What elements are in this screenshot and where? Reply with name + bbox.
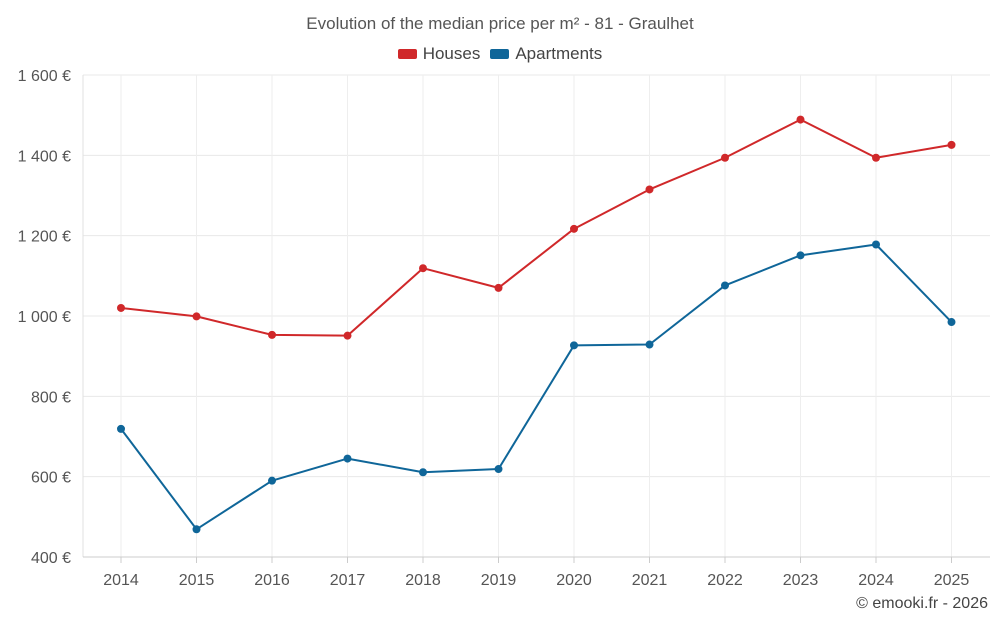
data-point-houses[interactable]	[721, 153, 729, 162]
data-point-apartments[interactable]	[645, 340, 654, 349]
x-tick-label: 2025	[934, 572, 970, 589]
legend-swatch-houses	[397, 49, 417, 59]
data-point-apartments[interactable]	[872, 240, 880, 249]
data-point-houses[interactable]	[343, 331, 352, 340]
data-point-apartments[interactable]	[494, 465, 503, 474]
data-point-apartments[interactable]	[117, 424, 125, 433]
x-tick-label: 2021	[632, 572, 668, 589]
data-point-apartments[interactable]	[570, 341, 578, 350]
data-point-houses[interactable]	[268, 330, 276, 339]
data-point-houses[interactable]	[419, 264, 427, 273]
y-tick-label: 400 €	[31, 550, 71, 567]
legend-item-houses[interactable]: Houses	[397, 44, 481, 64]
legend-label-houses: Houses	[422, 44, 481, 63]
data-point-houses[interactable]	[494, 283, 503, 292]
axes: 400 € 600 € 800 € 1 000 € 1 200 € 1 400 € 1 60…	[18, 68, 990, 589]
data-point-apartments[interactable]	[796, 251, 805, 260]
data-point-apartments[interactable]	[343, 454, 352, 463]
series-line-houses	[120, 118, 952, 337]
data-point-houses[interactable]	[872, 153, 880, 162]
y-tick-label: 1 200 €	[18, 229, 71, 246]
grid	[83, 74, 990, 557]
data-point-apartments[interactable]	[192, 525, 201, 534]
x-tick-label: 2017	[330, 572, 366, 589]
data-point-houses[interactable]	[645, 185, 654, 194]
data-point-houses[interactable]	[570, 224, 578, 233]
x-tick-label: 2018	[405, 572, 441, 589]
y-tick-label: 800 €	[31, 389, 71, 406]
x-tick-label: 2015	[179, 572, 215, 589]
data-point-apartments[interactable]	[268, 476, 276, 485]
data-point-houses[interactable]	[796, 115, 805, 124]
x-tick-label: 2022	[707, 572, 743, 589]
copyright-watermark: © emooki.fr - 2026	[856, 595, 988, 612]
legend: Houses Apartments	[0, 44, 1000, 64]
y-tick-label: 600 €	[31, 470, 71, 487]
legend-item-apartments[interactable]: Apartments	[490, 44, 602, 64]
data-point-apartments[interactable]	[721, 281, 729, 290]
data-point-apartments[interactable]	[419, 468, 427, 477]
legend-label-apartments: Apartments	[515, 44, 603, 63]
x-tick-label: 2019	[481, 572, 517, 589]
data-point-houses[interactable]	[947, 140, 956, 149]
legend-swatch-apartments	[490, 49, 510, 59]
data-point-houses[interactable]	[192, 312, 201, 321]
chart-title: Evolution of the median price per m² - 8…	[306, 14, 694, 33]
y-tick-label: 1 600 €	[18, 68, 71, 85]
data-point-apartments[interactable]	[947, 318, 956, 327]
x-tick-label: 2023	[783, 572, 819, 589]
series-line-apartments	[120, 243, 953, 531]
series-lines	[117, 115, 956, 534]
data-point-houses[interactable]	[117, 303, 125, 312]
x-tick-label: 2020	[556, 572, 592, 589]
y-tick-label: 1 400 €	[18, 148, 71, 165]
x-tick-label: 2014	[103, 572, 139, 589]
x-tick-label: 2024	[858, 572, 894, 589]
x-tick-label: 2016	[254, 572, 290, 589]
y-tick-label: 1 000 €	[18, 309, 71, 326]
